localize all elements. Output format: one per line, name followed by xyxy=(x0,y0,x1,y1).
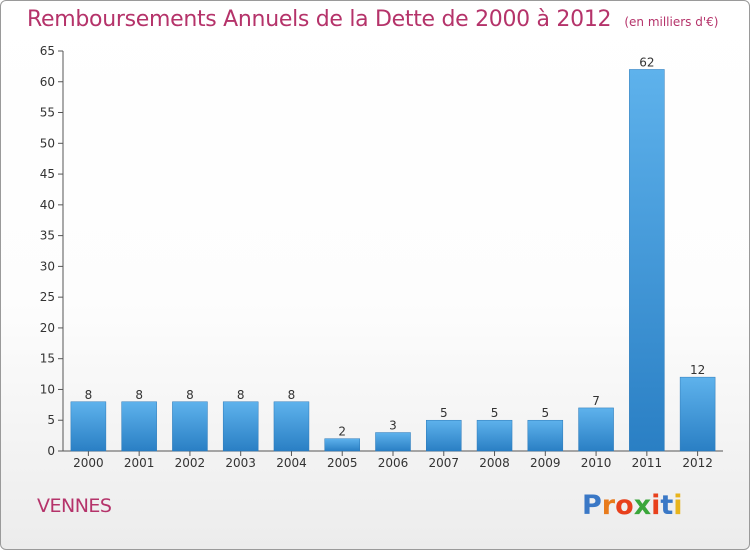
bar-value-label: 8 xyxy=(135,388,143,402)
chart-unit-label: (en milliers d'€) xyxy=(624,15,719,29)
logo-letter: x xyxy=(633,490,652,521)
y-tick-label: 0 xyxy=(47,444,55,458)
bar-value-label: 8 xyxy=(85,388,93,402)
y-tick-label: 55 xyxy=(40,106,55,120)
logo-letter: t xyxy=(660,490,674,521)
logo-letter: r xyxy=(601,490,616,521)
bar xyxy=(476,419,513,452)
proxiti-logo: Proxiti xyxy=(582,490,683,521)
logo-letter: i xyxy=(673,490,683,521)
bar-value-label: 7 xyxy=(592,394,600,408)
x-tick-label: 2008 xyxy=(479,456,510,470)
bar xyxy=(70,401,107,452)
y-tick-label: 35 xyxy=(40,229,55,243)
bar xyxy=(324,438,360,452)
y-tick-label: 45 xyxy=(40,167,55,181)
bar-value-label: 5 xyxy=(440,406,448,420)
bar-value-label: 8 xyxy=(237,388,245,402)
x-tick-label: 2003 xyxy=(225,456,256,470)
y-tick-label: 20 xyxy=(40,321,55,335)
chart-title: Remboursements Annuels de la Dette de 20… xyxy=(27,7,612,32)
x-tick-label: 2007 xyxy=(428,456,459,470)
x-tick-label: 2002 xyxy=(175,456,206,470)
bar-value-label: 8 xyxy=(186,388,194,402)
y-tick-label: 5 xyxy=(47,413,55,427)
y-tick-label: 50 xyxy=(40,136,55,150)
y-tick-label: 30 xyxy=(40,259,55,273)
x-tick-label: 2009 xyxy=(530,456,561,470)
x-tick-label: 2006 xyxy=(378,456,409,470)
title-row: Remboursements Annuels de la Dette de 20… xyxy=(27,7,718,32)
y-tick-label: 65 xyxy=(40,44,55,58)
bar xyxy=(375,432,411,452)
bar xyxy=(629,69,665,452)
chart-bars: 8 8 8 8 8 2 3 5 5 5 7 62 12 xyxy=(70,55,716,452)
bar-value-label: 2 xyxy=(338,425,346,439)
y-tick-label: 40 xyxy=(40,198,55,212)
bar-value-label: 3 xyxy=(389,419,397,433)
bar xyxy=(679,376,716,452)
bar-value-label: 62 xyxy=(639,55,654,69)
logo-letter: P xyxy=(582,490,602,521)
logo-letter: i xyxy=(651,490,661,521)
x-tick-label: 2004 xyxy=(276,456,307,470)
x-tick-label: 2011 xyxy=(632,456,663,470)
bar xyxy=(426,419,462,452)
bar xyxy=(121,401,157,452)
x-tick-label: 2000 xyxy=(73,456,104,470)
commune-name: VENNES xyxy=(37,495,112,517)
bar-value-label: 5 xyxy=(491,406,499,420)
bar xyxy=(273,401,310,452)
bar-value-label: 5 xyxy=(541,406,549,420)
bar xyxy=(172,401,208,452)
y-tick-label: 10 xyxy=(40,382,55,396)
y-tick-label: 15 xyxy=(40,352,55,366)
x-tick-label: 2010 xyxy=(581,456,612,470)
bar xyxy=(222,401,259,452)
bar xyxy=(578,407,614,452)
x-tick-label: 2005 xyxy=(327,456,358,470)
y-tick-label: 25 xyxy=(40,290,55,304)
y-tick-label: 60 xyxy=(40,75,55,89)
logo-letter: o xyxy=(615,490,634,521)
bar-value-label: 12 xyxy=(690,363,705,377)
x-tick-label: 2012 xyxy=(682,456,713,470)
bar xyxy=(527,419,564,452)
x-tick-label: 2001 xyxy=(124,456,155,470)
bar-value-label: 8 xyxy=(288,388,296,402)
